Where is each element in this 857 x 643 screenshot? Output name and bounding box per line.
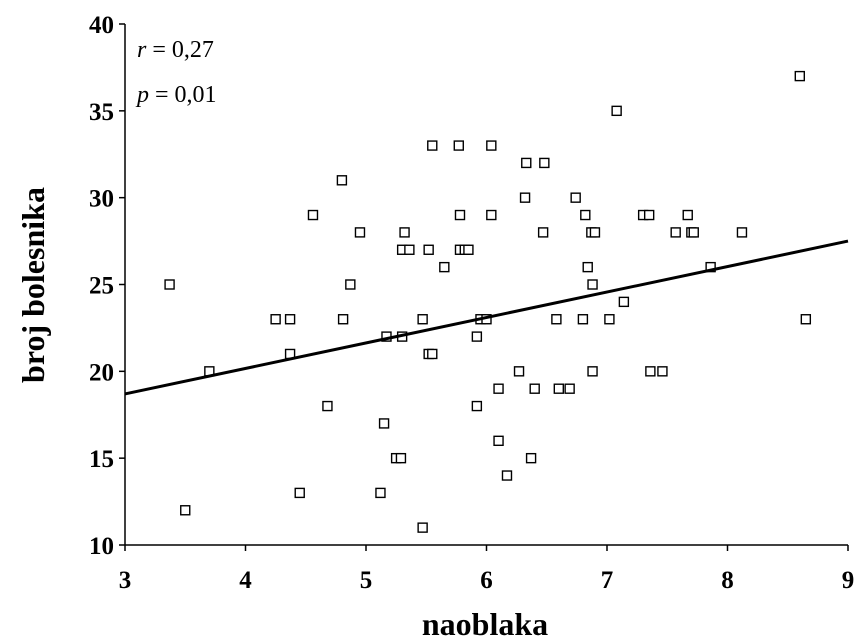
data-point <box>587 366 598 377</box>
data-point <box>294 487 305 499</box>
data-point <box>375 487 386 499</box>
x-axis-title: naoblaka <box>422 606 548 642</box>
data-point <box>800 314 812 325</box>
data-point <box>471 400 483 412</box>
data-point <box>618 296 630 308</box>
data-point <box>354 227 366 238</box>
r-value: = 0,27 <box>146 37 214 63</box>
y-tick-label: 40 <box>89 12 114 39</box>
data-point <box>657 366 668 377</box>
data-point <box>682 209 693 221</box>
data-point <box>471 331 483 342</box>
data-point <box>439 261 450 273</box>
x-tick-label: 6 <box>480 567 493 594</box>
y-tick-label: 10 <box>89 533 114 560</box>
data-point <box>736 227 748 238</box>
p-value: = 0,01 <box>149 82 217 108</box>
trend-line <box>124 239 849 396</box>
data-point <box>577 314 589 325</box>
data-points <box>164 70 812 533</box>
data-point <box>337 314 349 325</box>
data-point <box>336 175 348 186</box>
data-point <box>307 209 319 221</box>
data-point <box>539 157 550 169</box>
y-axis-ticks: 10 15 20 25 30 35 40 <box>89 12 125 560</box>
data-point <box>604 314 615 325</box>
y-axis-title: broj bolesnika <box>15 187 51 383</box>
y-tick-label: 35 <box>89 99 114 126</box>
data-point <box>423 244 434 255</box>
data-point <box>453 140 464 151</box>
data-point <box>587 279 598 290</box>
data-point <box>501 470 513 481</box>
data-point <box>454 209 466 221</box>
data-point <box>493 383 504 394</box>
data-point <box>378 418 390 429</box>
y-tick-label: 30 <box>89 186 114 213</box>
r-annotation: r = 0,27 <box>137 37 214 63</box>
data-point <box>399 227 410 238</box>
data-point <box>582 261 593 273</box>
data-point <box>529 383 540 394</box>
data-point <box>322 400 333 412</box>
data-point <box>270 314 281 325</box>
data-point <box>284 314 296 325</box>
data-point <box>645 366 656 377</box>
data-point <box>570 192 581 203</box>
data-point <box>611 105 622 117</box>
data-point <box>417 314 428 325</box>
data-point <box>537 227 549 238</box>
data-point <box>427 348 438 360</box>
data-point <box>493 435 504 446</box>
data-point <box>688 227 699 238</box>
p-symbol: p <box>135 82 149 108</box>
data-point <box>519 192 531 203</box>
y-tick-label: 20 <box>89 359 114 386</box>
data-point <box>180 505 191 516</box>
r-symbol: r <box>137 37 147 63</box>
x-tick-label: 3 <box>119 567 132 594</box>
data-point <box>551 314 562 325</box>
data-point <box>164 279 175 290</box>
data-point <box>670 227 681 238</box>
data-point <box>589 227 601 238</box>
data-point <box>794 70 805 82</box>
data-point <box>486 209 497 221</box>
x-tick-label: 9 <box>842 567 855 594</box>
x-tick-label: 8 <box>721 567 734 594</box>
p-annotation: p = 0,01 <box>135 82 217 108</box>
data-point <box>417 522 428 533</box>
data-point <box>404 244 415 255</box>
data-point <box>580 209 591 221</box>
y-tick-label: 25 <box>89 273 114 300</box>
y-tick-label: 15 <box>89 446 114 473</box>
data-point <box>486 140 497 151</box>
data-point <box>395 452 407 464</box>
data-point <box>564 383 575 394</box>
data-point <box>463 244 474 255</box>
data-point <box>525 452 537 464</box>
x-tick-label: 7 <box>601 567 614 594</box>
data-point <box>427 140 438 151</box>
x-tick-label: 4 <box>239 567 252 594</box>
x-axis-ticks: 3 4 5 6 7 8 9 <box>119 545 855 594</box>
data-point <box>553 383 564 394</box>
data-point <box>345 279 356 290</box>
data-point <box>521 157 532 169</box>
x-tick-label: 5 <box>360 567 373 594</box>
data-point <box>513 366 525 377</box>
data-point <box>643 209 655 221</box>
